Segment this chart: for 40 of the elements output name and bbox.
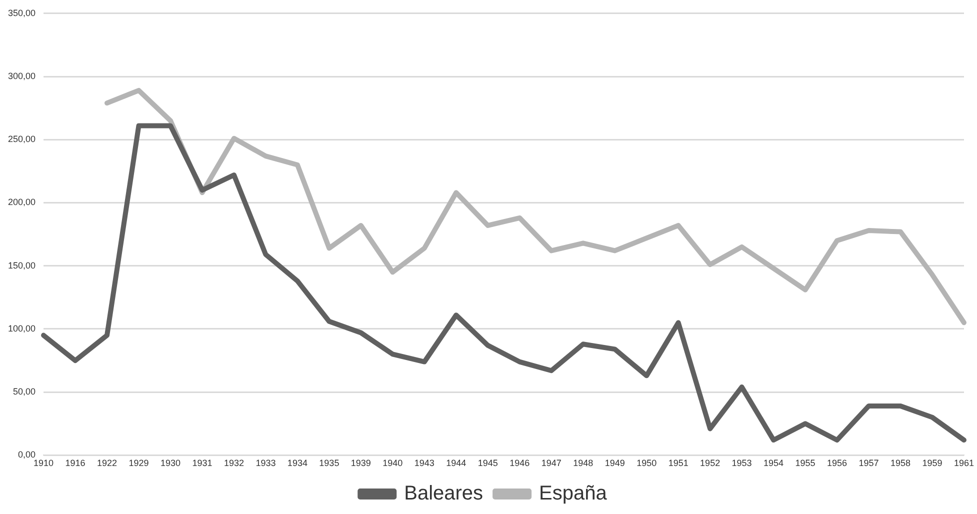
x-tick-label: 1934 — [287, 458, 308, 468]
x-tick-label: 1951 — [668, 458, 688, 468]
x-tick-label: 1922 — [96, 458, 118, 468]
x-tick-label: 1939 — [350, 458, 371, 468]
legend-label: España — [539, 482, 608, 505]
y-tick-label: 100,00 — [8, 323, 36, 334]
y-tick-label: 50,00 — [12, 386, 36, 397]
x-tick-label: 1946 — [510, 458, 530, 468]
x-tick-label: 1950 — [636, 458, 657, 468]
x-tick-label: 1933 — [256, 458, 276, 468]
x-tick-label: 1955 — [795, 458, 816, 468]
x-tick-label: 1961 — [954, 458, 974, 468]
x-tick-label: 1935 — [319, 458, 340, 468]
y-tick-label: 300,00 — [8, 71, 36, 81]
x-tick-label: 1948 — [573, 458, 594, 468]
x-tick-label: 1910 — [34, 458, 54, 468]
x-tick-label: 1930 — [160, 458, 181, 468]
x-tick-label: 1940 — [382, 458, 403, 468]
x-tick-label: 1954 — [764, 458, 784, 468]
y-tick-label: 200,00 — [8, 197, 36, 208]
x-tick-label: 1932 — [224, 458, 244, 468]
x-tick-label: 1929 — [128, 458, 149, 468]
x-tick-label: 1931 — [192, 458, 212, 468]
y-tick-label: 350,00 — [8, 8, 36, 18]
y-tick-label: 150,00 — [8, 260, 36, 270]
x-tick-label: 1959 — [922, 458, 942, 468]
y-tick-label: 250,00 — [8, 134, 36, 144]
x-tick-label: 1947 — [541, 458, 562, 468]
y-tick-label: 0,00 — [18, 450, 36, 460]
x-tick-label: 1957 — [858, 458, 879, 468]
x-tick-label: 1952 — [700, 458, 720, 468]
x-tick-label: 1916 — [65, 458, 86, 468]
legend-label: Baleares — [404, 482, 484, 505]
x-tick-label: 1953 — [732, 458, 752, 468]
x-tick-label: 1956 — [827, 458, 848, 468]
x-tick-label: 1958 — [890, 458, 911, 468]
x-tick-label: 1945 — [478, 458, 498, 468]
x-tick-label: 1944 — [446, 458, 466, 468]
x-tick-label: 1949 — [604, 458, 625, 468]
x-tick-label: 1943 — [414, 458, 434, 468]
